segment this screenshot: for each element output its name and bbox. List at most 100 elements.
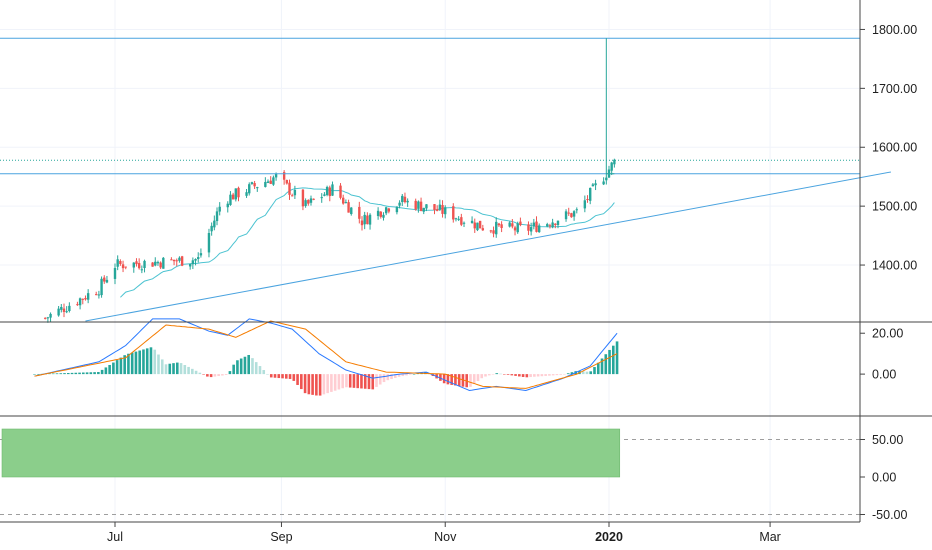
candle-body bbox=[323, 194, 326, 196]
candle-body bbox=[213, 220, 216, 228]
candle-body bbox=[492, 230, 495, 234]
candle-body bbox=[256, 187, 259, 189]
candle-body bbox=[497, 223, 501, 226]
candle-body bbox=[180, 256, 184, 266]
macd-histogram-bar bbox=[100, 369, 104, 375]
macd-histogram-bar bbox=[36, 373, 40, 375]
macd-histogram-bar bbox=[123, 355, 126, 375]
oscillator-band bbox=[1, 428, 621, 478]
candle-body bbox=[433, 204, 436, 211]
candle-body bbox=[178, 257, 181, 261]
price-tick-label: 1600.00 bbox=[872, 141, 917, 155]
macd-histogram-bar bbox=[390, 374, 393, 380]
moving-average-line bbox=[120, 187, 615, 298]
candle-body bbox=[274, 173, 278, 178]
candle-body bbox=[320, 197, 323, 199]
macd-histogram-bar bbox=[108, 364, 111, 375]
macd-histogram-bar bbox=[179, 363, 183, 375]
macd-histogram-bar bbox=[221, 374, 224, 376]
candle-body bbox=[481, 228, 485, 231]
candle-body bbox=[162, 257, 165, 269]
candle-body bbox=[572, 211, 576, 217]
macd-histogram-bar bbox=[224, 374, 228, 375]
macd-histogram-bar bbox=[85, 372, 89, 375]
macd-histogram-bar bbox=[536, 374, 540, 377]
price-tick-label: 0.00 bbox=[872, 368, 896, 382]
macd-histogram-bar bbox=[175, 362, 179, 375]
candle-body bbox=[551, 222, 554, 228]
macd-histogram-bar bbox=[540, 374, 544, 377]
macd-histogram-bar bbox=[341, 374, 344, 389]
candle-body bbox=[379, 211, 382, 217]
candle-body bbox=[113, 268, 117, 279]
candle-body bbox=[325, 186, 329, 195]
macd-histogram-bar bbox=[563, 374, 566, 375]
candle-body bbox=[68, 305, 71, 312]
ascending-trendline bbox=[85, 171, 891, 322]
candle-body bbox=[417, 201, 420, 209]
candle-body bbox=[197, 257, 200, 259]
macd-histogram-bar bbox=[78, 372, 81, 375]
macd-histogram-bar bbox=[153, 349, 157, 375]
candle-body bbox=[473, 222, 476, 229]
macd-histogram-bar bbox=[93, 372, 96, 375]
candle-body bbox=[358, 206, 361, 219]
macd-histogram-bar bbox=[236, 360, 239, 375]
macd-histogram-bar bbox=[454, 374, 457, 386]
price-tick-label: 50.00 bbox=[872, 433, 903, 447]
time-scale[interactable]: Jul Sep Nov 2020 Mar bbox=[107, 522, 781, 544]
candle-body bbox=[610, 162, 613, 171]
macd-histogram-bar bbox=[566, 373, 570, 375]
candle-body bbox=[435, 209, 439, 211]
candle-body bbox=[199, 253, 203, 256]
candle-body bbox=[339, 185, 342, 198]
candle-body bbox=[527, 224, 530, 231]
candle-body bbox=[293, 189, 297, 196]
macd-histogram-bar bbox=[382, 374, 386, 383]
macd-histogram-bar bbox=[232, 364, 235, 375]
macd-histogram-bar bbox=[393, 374, 397, 378]
price-scale[interactable]: 1400.00 1500.00 1600.00 1700.00 1800.00 20.00… bbox=[0, 0, 932, 523]
macd-histogram-bar bbox=[119, 357, 123, 375]
candle-body bbox=[172, 259, 176, 262]
candle-body bbox=[105, 279, 109, 283]
candle-body bbox=[312, 198, 315, 200]
price-tick-label: 1500.00 bbox=[872, 200, 917, 214]
candle-body bbox=[575, 209, 578, 211]
macd-histogram-bar bbox=[145, 348, 149, 375]
candle-body bbox=[207, 233, 211, 253]
candle-body bbox=[508, 222, 511, 227]
macd-histogram-bar bbox=[446, 374, 450, 385]
candle-body bbox=[191, 260, 195, 265]
candle-body bbox=[583, 200, 587, 209]
candle-body bbox=[605, 177, 608, 181]
candle-body bbox=[462, 222, 466, 224]
macd-pane[interactable] bbox=[33, 318, 619, 396]
macd-histogram-bar bbox=[484, 374, 487, 377]
candle-body bbox=[398, 202, 401, 206]
macd-histogram-bar bbox=[600, 358, 604, 375]
candle-body bbox=[151, 262, 154, 267]
oscillator-pane[interactable] bbox=[0, 428, 860, 515]
price-pane[interactable] bbox=[0, 37, 891, 323]
macd-histogram-bar bbox=[74, 372, 78, 375]
candle-body bbox=[452, 206, 455, 220]
time-tick-label: Nov bbox=[434, 530, 457, 544]
macd-histogram-bar bbox=[450, 374, 453, 385]
macd-histogram-bar bbox=[363, 374, 367, 389]
candle-body bbox=[419, 201, 423, 211]
candle-body bbox=[266, 181, 270, 183]
candle-body bbox=[231, 194, 235, 200]
candle-body bbox=[137, 263, 141, 269]
macd-histogram-bar bbox=[55, 373, 59, 375]
candle-body bbox=[368, 214, 372, 225]
macd-histogram-bar bbox=[130, 352, 134, 375]
candle-body bbox=[210, 225, 213, 232]
macd-histogram-bar bbox=[262, 370, 266, 375]
candle-body bbox=[363, 214, 366, 225]
macd-histogram-bar bbox=[514, 374, 517, 376]
macd-histogram-bar bbox=[544, 374, 547, 376]
macd-histogram-bar bbox=[194, 370, 198, 375]
